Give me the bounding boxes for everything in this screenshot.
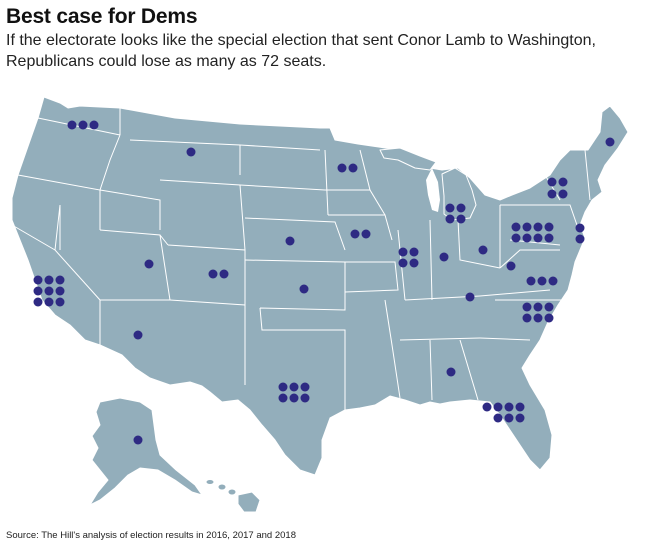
seat-dot — [511, 233, 521, 243]
seat-dot — [465, 292, 475, 302]
seat-dot — [478, 245, 488, 255]
seat-dot — [493, 413, 503, 423]
seat-dot — [504, 402, 514, 412]
source-note: Source: The Hill's analysis of election … — [6, 530, 296, 541]
seat-dot — [133, 435, 143, 445]
seat-dot — [456, 203, 466, 213]
seat-dot — [300, 393, 310, 403]
seat-dot — [285, 236, 295, 246]
seat-dot — [350, 229, 360, 239]
seat-dot — [605, 137, 615, 147]
seat-dot — [522, 313, 532, 323]
seat-dot — [44, 286, 54, 296]
seat-dot — [533, 233, 543, 243]
seat-dot — [482, 402, 492, 412]
seat-dot — [493, 402, 503, 412]
michigan-upper — [379, 147, 437, 171]
seat-dot — [33, 275, 43, 285]
seat-dot — [67, 120, 77, 130]
seat-dot — [558, 189, 568, 199]
seat-dot — [219, 269, 229, 279]
seat-dot — [361, 229, 371, 239]
seat-dot — [506, 261, 516, 271]
seat-dot — [515, 402, 525, 412]
seat-markers — [33, 120, 615, 445]
seat-dot — [289, 382, 299, 392]
seat-dot — [144, 259, 154, 269]
seat-dot — [398, 258, 408, 268]
seat-dot — [544, 233, 554, 243]
seat-dot — [547, 177, 557, 187]
seat-dot — [89, 120, 99, 130]
seat-dot — [55, 275, 65, 285]
chart-title: Best case for Dems — [6, 5, 198, 28]
seat-dot — [575, 223, 585, 233]
seat-dot — [300, 382, 310, 392]
seat-dot — [533, 302, 543, 312]
seat-dot — [409, 258, 419, 268]
seat-dot — [299, 284, 309, 294]
seat-dot — [445, 214, 455, 224]
seat-dot — [446, 367, 456, 377]
seat-dot — [548, 276, 558, 286]
seat-dot — [439, 252, 449, 262]
seat-dot — [575, 234, 585, 244]
seat-dot — [544, 302, 554, 312]
seat-dot — [409, 247, 419, 257]
seat-dot — [44, 275, 54, 285]
hawaii — [205, 479, 261, 513]
seat-dot — [558, 177, 568, 187]
seat-dot — [544, 313, 554, 323]
chart-subtitle: If the electorate looks like the special… — [6, 32, 596, 70]
seat-dot — [526, 276, 536, 286]
seat-dot — [186, 147, 196, 157]
seat-dot — [208, 269, 218, 279]
alaska — [89, 397, 203, 506]
seat-dot — [55, 286, 65, 296]
seat-dot — [522, 302, 532, 312]
seat-dot — [278, 393, 288, 403]
seat-dot — [547, 189, 557, 199]
seat-dot — [44, 297, 54, 307]
seat-dot — [33, 297, 43, 307]
seat-dot — [348, 163, 358, 173]
map-land — [11, 96, 629, 513]
seat-dot — [533, 222, 543, 232]
seat-dot — [511, 222, 521, 232]
seat-dot — [533, 313, 543, 323]
seat-dot — [278, 382, 288, 392]
seat-dot — [544, 222, 554, 232]
michigan-lower — [441, 167, 477, 221]
seat-dot — [289, 393, 299, 403]
seat-dot — [133, 330, 143, 340]
seat-dot — [398, 247, 408, 257]
seat-dot — [78, 120, 88, 130]
seat-dot — [33, 286, 43, 296]
seat-dot — [515, 413, 525, 423]
seat-dot — [537, 276, 547, 286]
seat-dot — [445, 203, 455, 213]
seat-dot — [337, 163, 347, 173]
seat-dot — [522, 222, 532, 232]
lake-michigan — [426, 168, 440, 212]
seat-dot — [55, 297, 65, 307]
seat-dot — [504, 413, 514, 423]
seat-dot — [456, 214, 466, 224]
state-borders — [11, 108, 591, 410]
seat-dot — [522, 233, 532, 243]
